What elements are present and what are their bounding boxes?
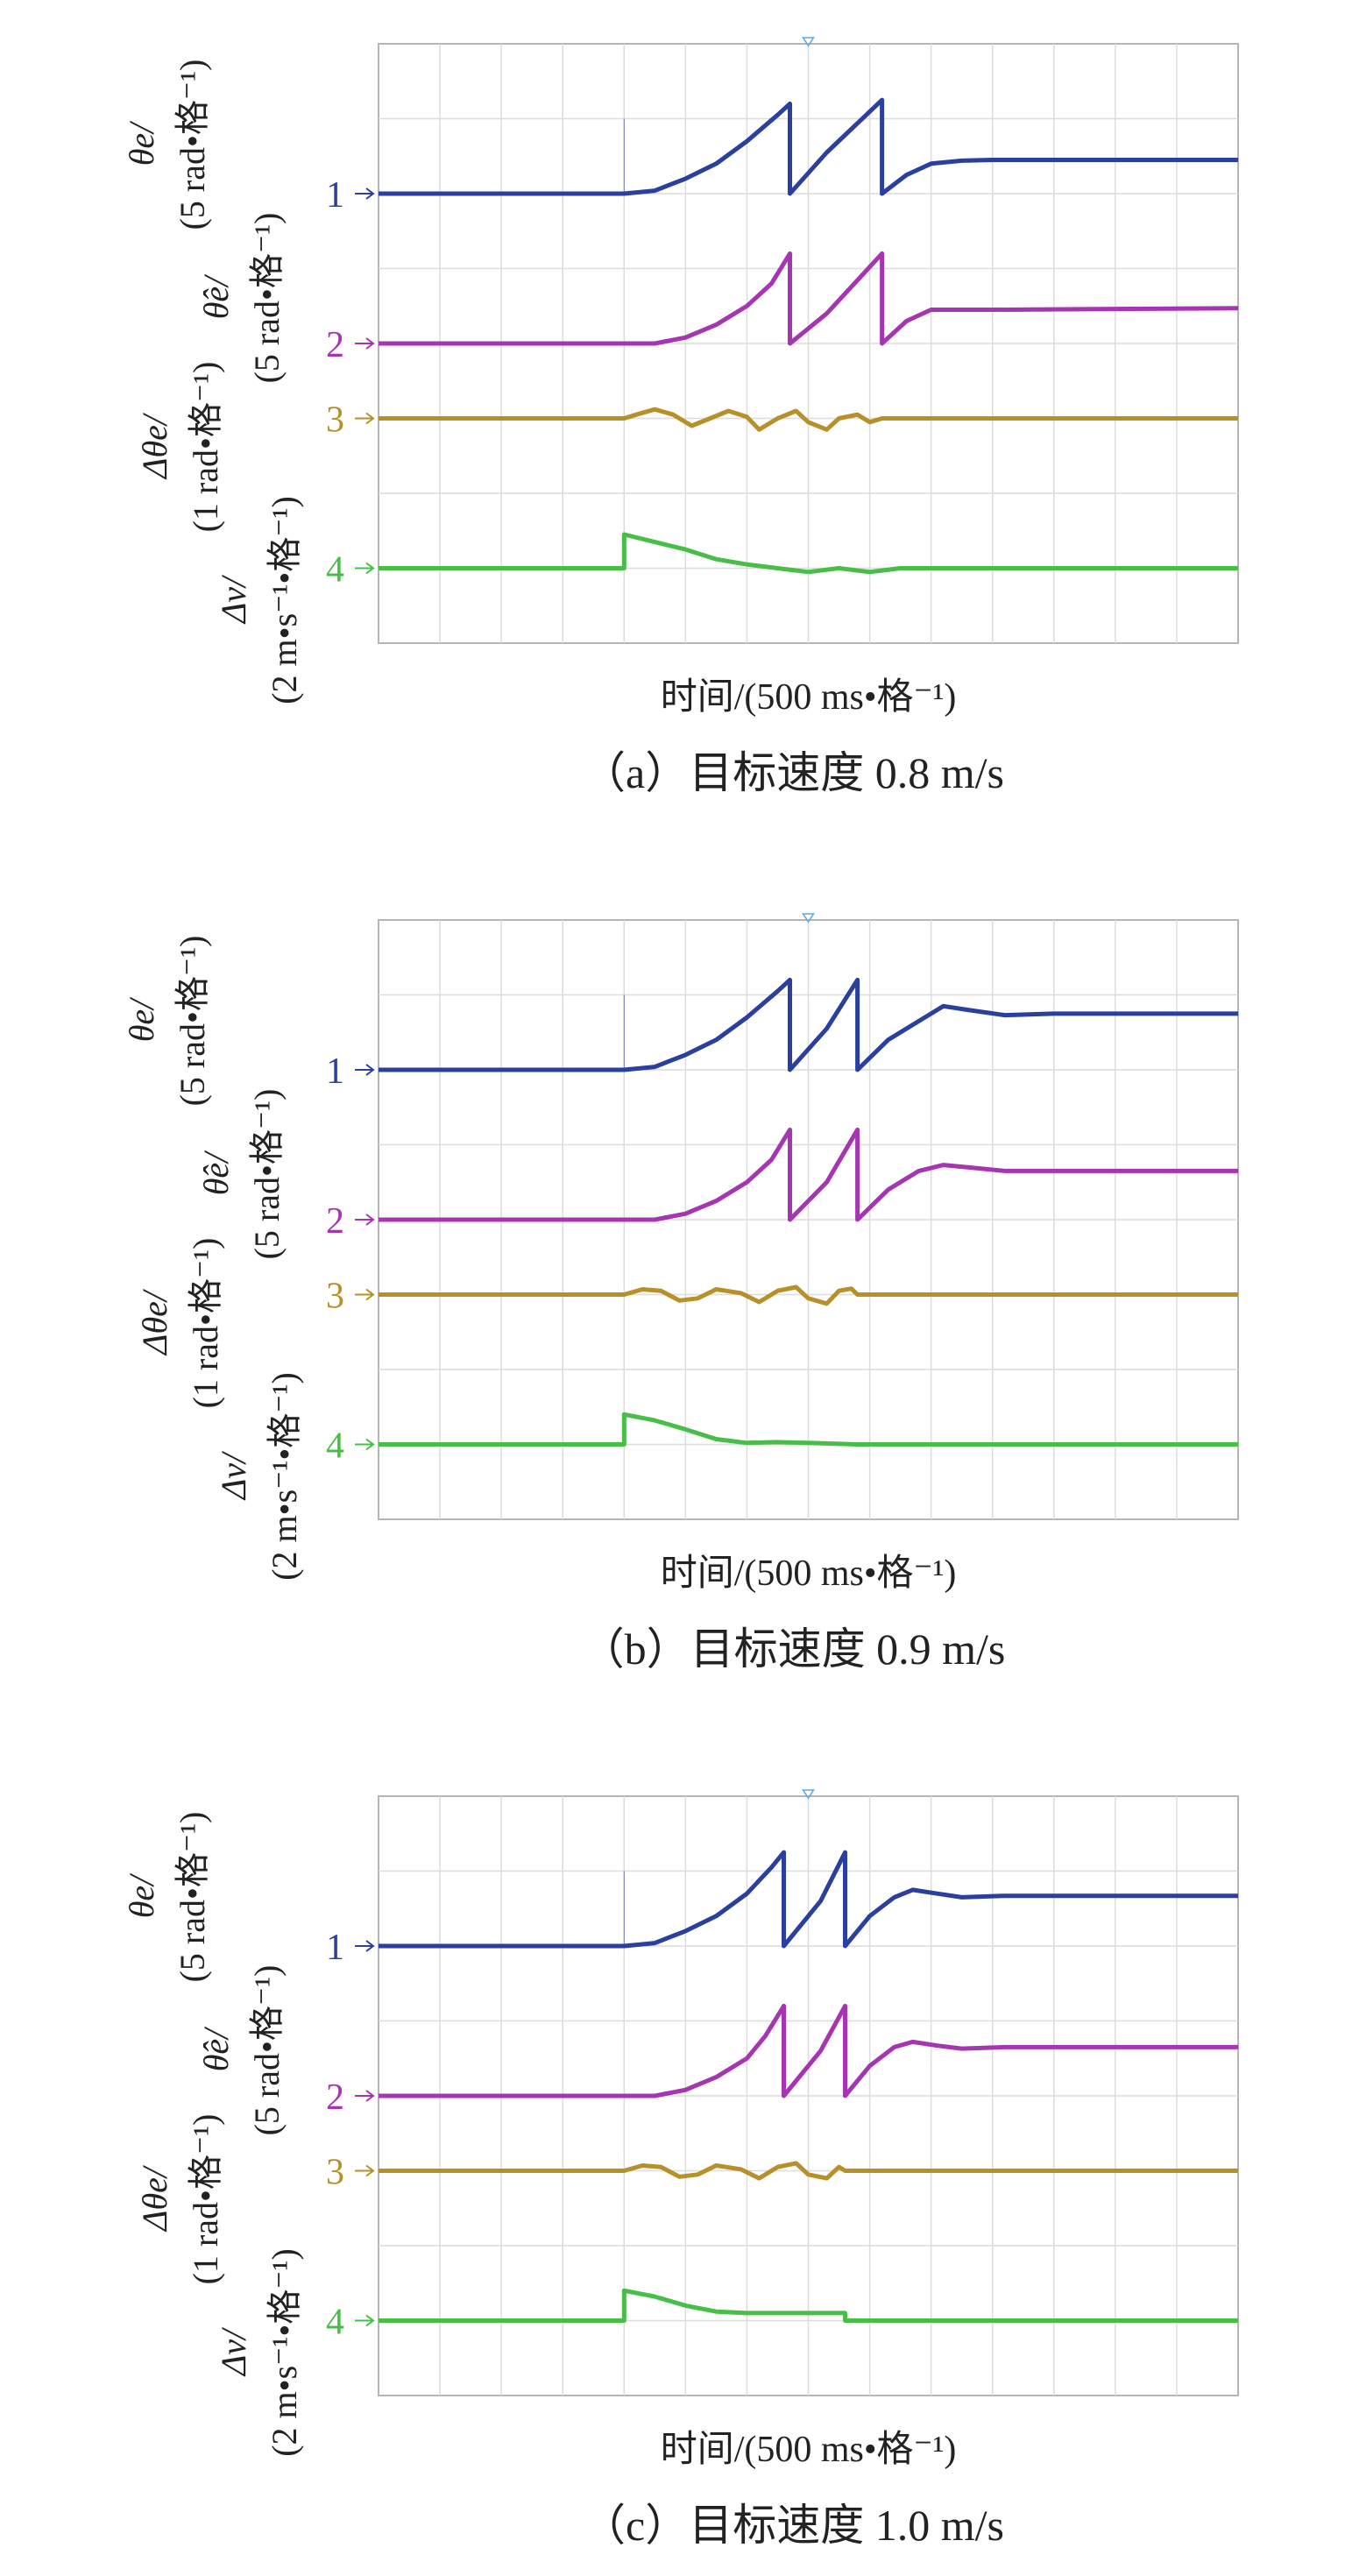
- chart-panel-c: 1 2 3 4 θe/(5 rad•格⁻¹)θ̂e/(5 rad•格⁻¹)Δθe/(1 …: [122, 1789, 1239, 2550]
- chart-panel-a: 1 2 3 4 θe/(5 rad•格⁻¹)θ̂e/(5 rad•格⁻¹)Δθe/(1 …: [122, 37, 1239, 797]
- label-theta-e: θe/(5 rad•格⁻¹): [122, 60, 212, 230]
- trigger-marker-icon: [802, 37, 815, 47]
- channel-label-2: 2: [326, 2077, 344, 2118]
- chart-panel-b: 1 2 3 4 θe/(5 rad•格⁻¹)θ̂e/(5 rad•格⁻¹)Δθe/(1 …: [122, 913, 1239, 1674]
- label-delta-v: Δv/(2 m•s⁻¹•格⁻¹): [214, 1372, 304, 1581]
- series-line-ch3: [379, 407, 1238, 432]
- label-delta-theta-e: Δθe/(1 rad•格⁻¹): [135, 1238, 225, 1409]
- panel-caption: （a）目标速度 0.8 m/s: [582, 748, 1004, 797]
- channel-arrow-icon: [355, 1438, 375, 1451]
- series-line-ch4: [379, 1412, 1238, 1447]
- series-line-ch2: [379, 2003, 1238, 2098]
- channel-label-2: 2: [326, 1201, 344, 1242]
- channel-label-3: 3: [326, 1277, 344, 1317]
- channel-label-1: 1: [326, 1051, 344, 1092]
- series-line-ch4: [379, 2288, 1238, 2323]
- channel-arrow-icon: [355, 1214, 375, 1226]
- channel-arrow-icon: [355, 562, 375, 575]
- x-axis-label: 时间/(500 ms•格⁻¹): [661, 1553, 957, 1594]
- channel-label-4: 4: [326, 1426, 344, 1467]
- series-line-ch1: [379, 977, 1238, 1072]
- label-delta-v: Δv/(2 m•s⁻¹•格⁻¹): [214, 496, 304, 704]
- label-delta-theta-e: Δθe/(1 rad•格⁻¹): [135, 2114, 225, 2285]
- channel-label-1: 1: [326, 1928, 344, 1968]
- channel-label-2: 2: [326, 325, 344, 365]
- channel-arrow-icon: [355, 337, 375, 350]
- channel-label-4: 4: [326, 2303, 344, 2343]
- channel-arrow-icon: [355, 2164, 375, 2177]
- panel-caption: （c）目标速度 1.0 m/s: [582, 2501, 1004, 2550]
- x-axis-label: 时间/(500 ms•格⁻¹): [661, 2430, 957, 2470]
- trigger-marker-icon: [802, 1789, 815, 1800]
- channel-label-4: 4: [326, 550, 344, 591]
- channel-arrow-icon: [355, 1940, 375, 1952]
- series-line-ch2: [379, 251, 1239, 346]
- trigger-marker-icon: [802, 913, 815, 924]
- label-delta-theta-e: Δθe/(1 rad•格⁻¹): [135, 362, 225, 533]
- label-theta-e-hat: θ̂e/(5 rad•格⁻¹): [196, 1089, 287, 1260]
- series-line-ch2: [379, 1127, 1238, 1222]
- channel-arrow-icon: [355, 1288, 375, 1301]
- channel-arrow-icon: [355, 1064, 375, 1076]
- channel-label-3: 3: [326, 400, 344, 441]
- series-line-ch3: [379, 2161, 1238, 2181]
- channel-label-3: 3: [326, 2153, 344, 2193]
- series-line-ch1: [379, 97, 1238, 196]
- channel-arrow-icon: [355, 188, 375, 200]
- channel-arrow-icon: [355, 412, 375, 425]
- channel-label-1: 1: [326, 175, 344, 216]
- series-line-ch3: [379, 1284, 1238, 1306]
- series-line-ch1: [379, 1850, 1238, 1949]
- series-line-ch4: [379, 532, 1238, 575]
- label-theta-e-hat: θ̂e/(5 rad•格⁻¹): [196, 213, 287, 384]
- channel-arrow-icon: [355, 2314, 375, 2327]
- label-theta-e: θe/(5 rad•格⁻¹): [122, 936, 212, 1107]
- channel-arrow-icon: [355, 2090, 375, 2102]
- x-axis-label: 时间/(500 ms•格⁻¹): [661, 677, 957, 718]
- label-theta-e: θe/(5 rad•格⁻¹): [122, 1812, 212, 1983]
- label-theta-e-hat: θ̂e/(5 rad•格⁻¹): [196, 1965, 287, 2136]
- label-delta-v: Δv/(2 m•s⁻¹•格⁻¹): [214, 2248, 304, 2457]
- panel-caption: （b）目标速度 0.9 m/s: [581, 1624, 1006, 1674]
